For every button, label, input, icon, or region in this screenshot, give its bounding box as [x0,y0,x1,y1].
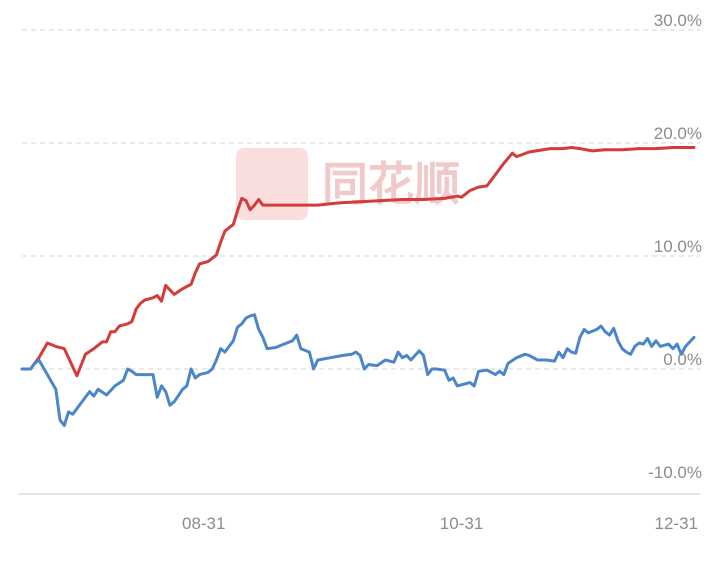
x-tick-label: 10-31 [440,514,483,533]
y-tick-label: -10.0% [648,463,702,482]
x-tick-label: 12-31 [655,514,698,533]
grid-layer [18,29,700,495]
series-line-blue [20,313,696,427]
y-tick-label: 30.0% [654,11,702,30]
watermark-logo-icon [236,148,308,220]
y-tick-label: 20.0% [654,124,702,143]
series-layer [20,146,696,427]
y-tick-label: 10.0% [654,237,702,256]
series-line-red [20,146,696,378]
x-tick-label: 08-31 [182,514,225,533]
y-tick-label: 0.0% [663,350,702,369]
watermark-logo: 同花顺 [236,148,460,220]
y-tick-labels: 30.0% 20.0% 10.0% 0.0% -10.0% [648,11,702,482]
x-tick-labels: 08-31 10-31 12-31 [182,514,698,533]
